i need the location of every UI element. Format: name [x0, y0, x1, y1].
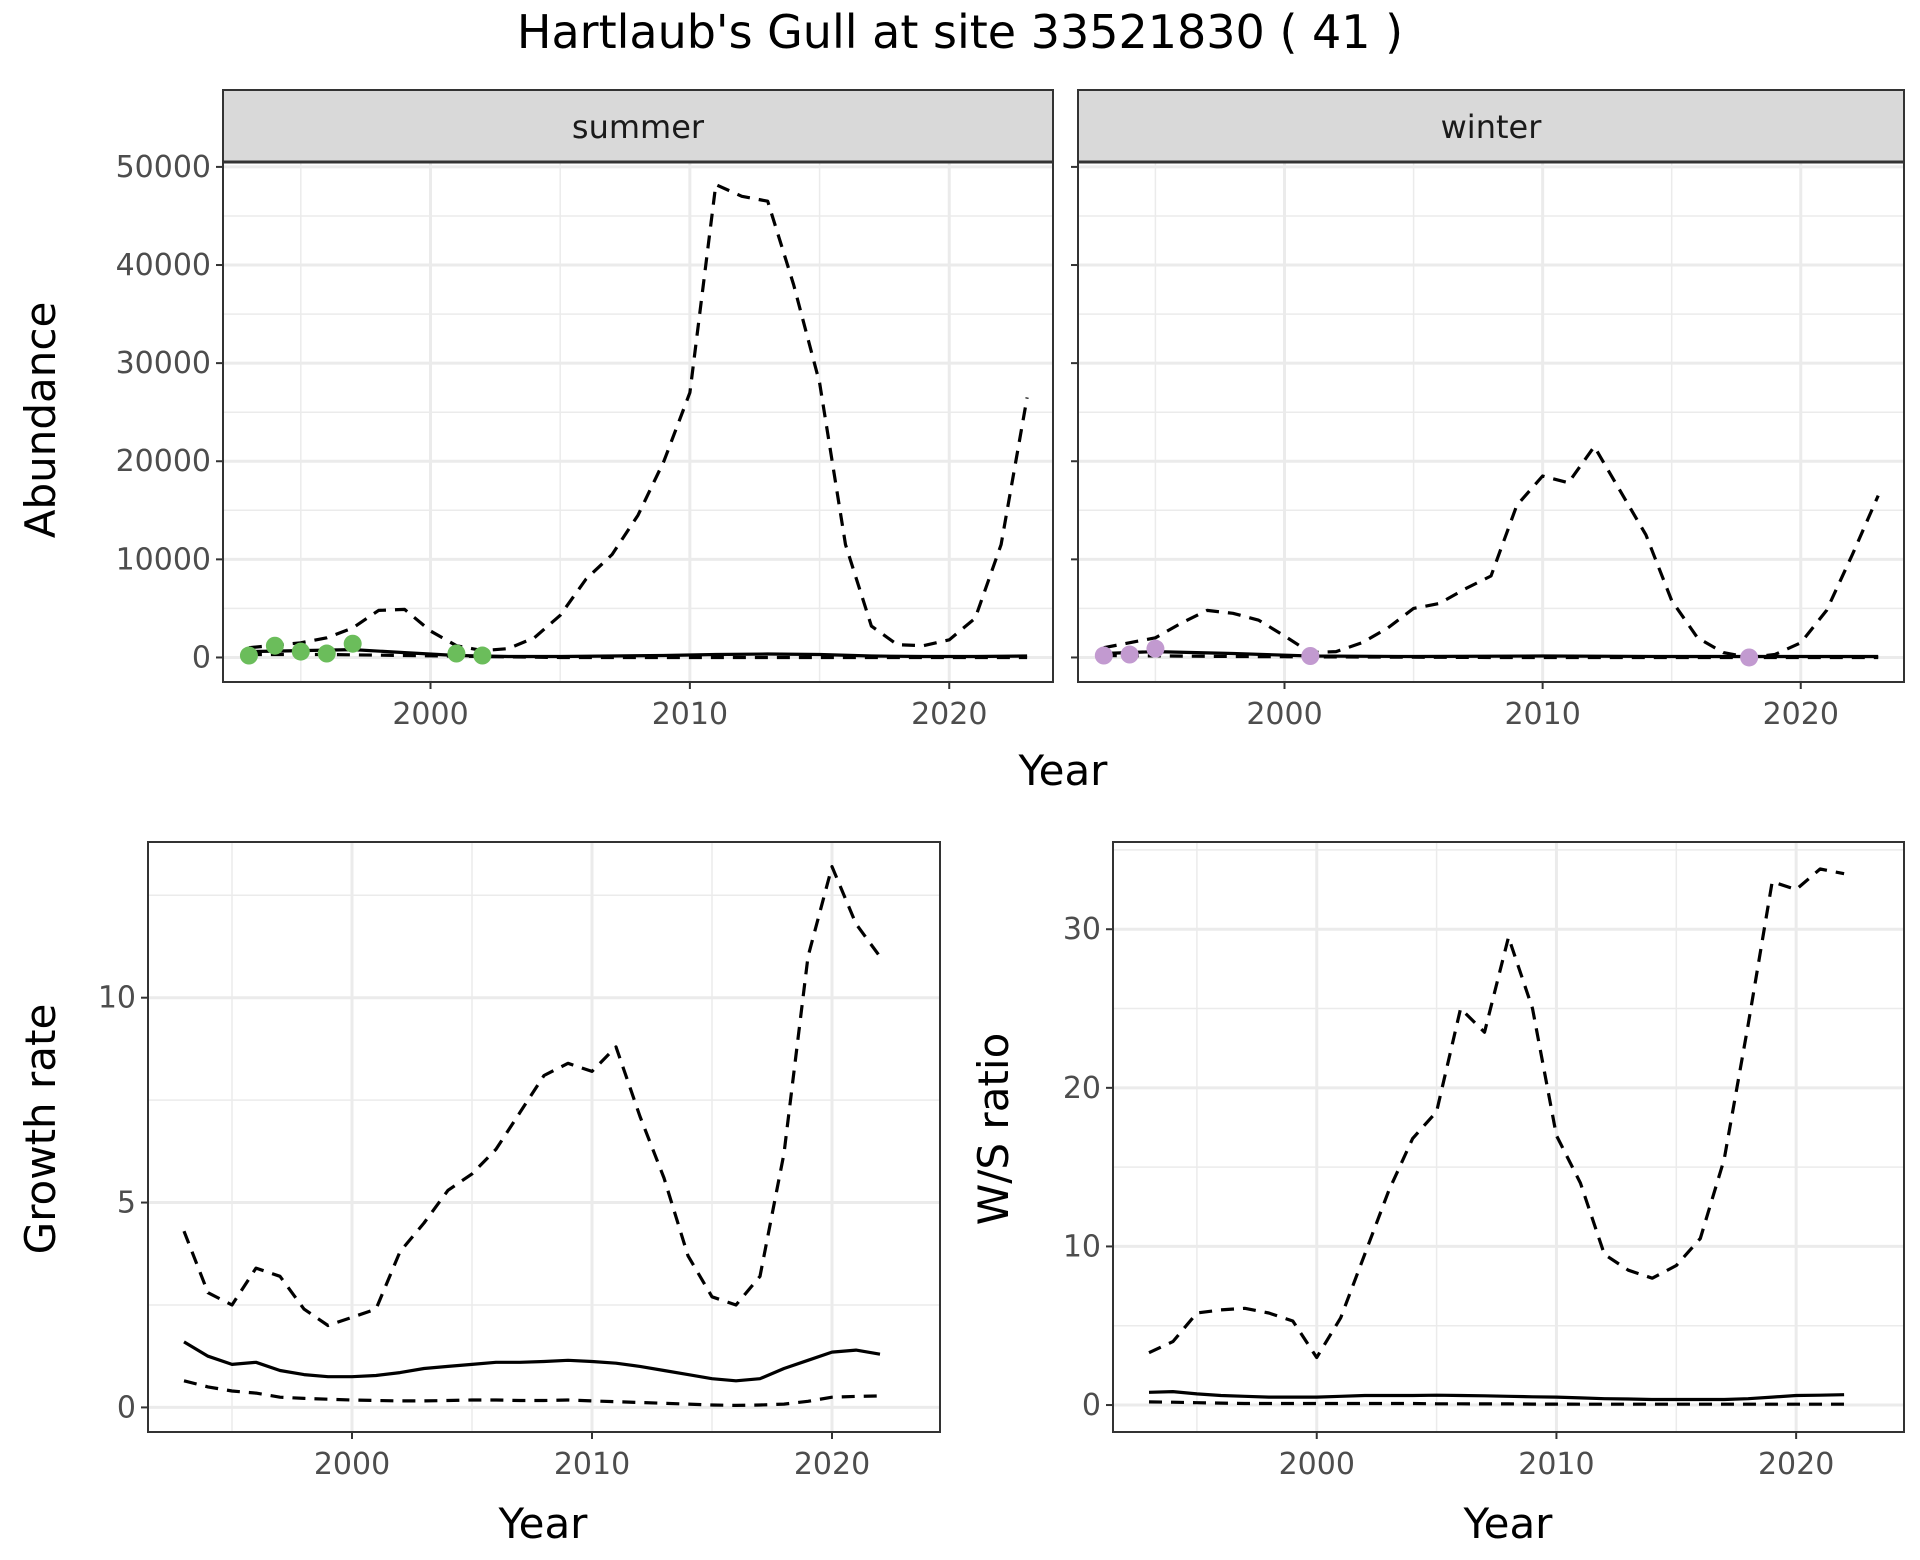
dashed-series-line [1148, 1400, 1845, 1406]
growth-x-axis-title: Year [498, 1499, 589, 1548]
observation-point [317, 644, 336, 663]
plot-background [148, 842, 940, 1432]
dashed-series-line [248, 183, 1029, 653]
y-tick-label: 0 [192, 640, 211, 675]
y-tick-label: 50000 [116, 150, 211, 185]
y-tick-label: 20 [1063, 1071, 1101, 1106]
y-tick-label: 10000 [116, 542, 211, 577]
observation-point [265, 636, 284, 655]
observation-point [239, 646, 258, 665]
observation-point [291, 642, 310, 661]
growth-y-axis-title: Growth rate [16, 1004, 65, 1255]
x-tick-label: 2000 [1279, 1447, 1355, 1482]
y-tick-label: 10 [98, 981, 136, 1016]
y-tick-label: 30000 [116, 346, 211, 381]
solid-series-line [1148, 1390, 1845, 1402]
x-tick-label: 2000 [1246, 697, 1322, 732]
y-tick-label: 0 [117, 1390, 136, 1425]
plot-border [147, 841, 941, 1433]
ws-y-axis-title: W/S ratio [969, 1033, 1018, 1226]
strip-summer-box [222, 89, 1054, 163]
y-tick-label: 5 [117, 1186, 136, 1221]
y-tick-label: 30 [1063, 912, 1101, 947]
dashed-series-line [183, 1379, 881, 1407]
x-tick-label: 2010 [1518, 1447, 1594, 1482]
observation-point [343, 634, 362, 653]
y-tick-label: 0 [1082, 1388, 1101, 1423]
y-tick-label: 40000 [116, 248, 211, 283]
x-tick-label: 2020 [911, 697, 987, 732]
x-tick-label: 2020 [1758, 1447, 1834, 1482]
dashed-series-line [1148, 867, 1845, 1360]
observation-point [1146, 639, 1165, 658]
x-tick-label: 2010 [554, 1447, 630, 1482]
winter-panel: 2000 2010 2020 [1071, 161, 1905, 732]
observation-point [1301, 647, 1320, 665]
observation-point [1740, 648, 1759, 667]
strip-winter-box [1077, 89, 1905, 163]
strip-summer-label: summer [572, 108, 705, 146]
solid-series-line [183, 1340, 881, 1383]
observation-point [447, 644, 466, 663]
x-tick-label: 2000 [392, 697, 468, 732]
ws-ratio-panel: 2000 2010 2020 0 10 20 30 [1063, 841, 1905, 1482]
observation-point [473, 646, 492, 665]
summer-panel: 2000 2010 2020 0 10000 20000 30000 40000 50000 [116, 150, 1054, 732]
dashed-series-line [182, 865, 882, 1328]
strip-winter-label: winter [1441, 108, 1543, 146]
x-tick-label: 2010 [652, 697, 728, 732]
observation-point [1120, 645, 1139, 664]
x-tick-label: 2010 [1504, 697, 1580, 732]
y-tick-label: 10 [1063, 1229, 1101, 1264]
x-tick-label: 2020 [794, 1447, 870, 1482]
growth-rate-panel: 2000 2010 2020 0 5 10 [98, 841, 941, 1482]
ws-x-axis-title: Year [1463, 1499, 1554, 1548]
plot-background [223, 162, 1053, 682]
y-tick-label: 20000 [116, 444, 211, 479]
plot-border [1112, 841, 1905, 1433]
top-y-axis-title: Abundance [16, 302, 65, 539]
x-tick-label: 2020 [1763, 697, 1839, 732]
dashed-series-line [248, 652, 1028, 660]
observation-point [1094, 646, 1113, 665]
x-tick-label: 2000 [314, 1447, 390, 1482]
plot-background [1078, 162, 1904, 682]
chart-title: Hartlaub's Gull at site 33521830 ( 41 ) [517, 5, 1403, 59]
top-x-axis-title: Year [1018, 746, 1109, 795]
